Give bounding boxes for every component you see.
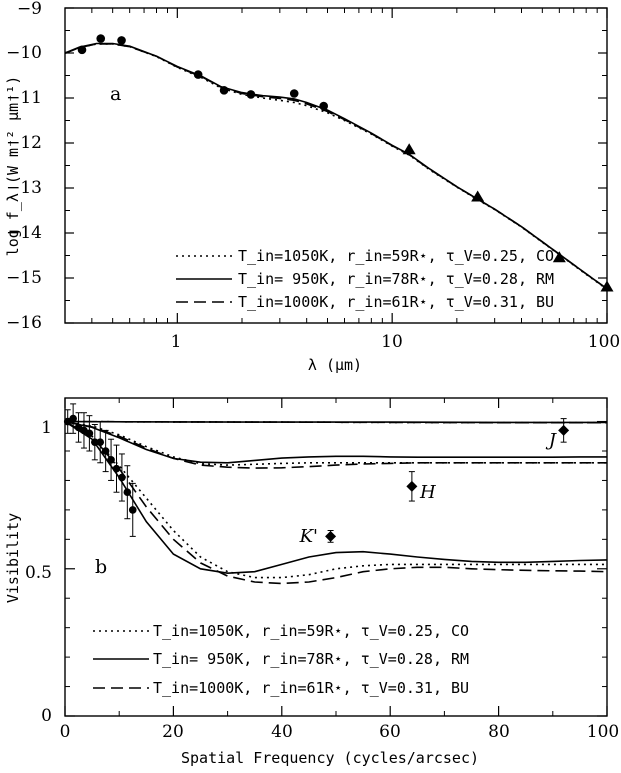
- b-xtick-label: 80: [488, 722, 510, 742]
- panel-a-legend: T_in=1050K, r_in=59R⋆, τ_V=0.25, CO T_in…: [176, 247, 554, 311]
- a-observation-circle: [117, 36, 126, 45]
- b-ytick-label: 0: [41, 706, 52, 726]
- panel-b-frame: [64, 397, 608, 717]
- b-xtick-label: 0: [60, 722, 71, 742]
- b-y-axis-title: Visibility: [4, 513, 22, 603]
- b-observation-diamond: [406, 480, 418, 492]
- panel-b-observations: [63, 403, 570, 543]
- b-series-line-solid-Kp: [64, 420, 608, 575]
- panel-b-letter: b: [95, 556, 107, 578]
- a-observation-triangle: [600, 280, 614, 292]
- b-series-line-dotted-Kp: [64, 420, 607, 579]
- b-series-line-dotted-H: [64, 420, 607, 466]
- b-legend-entry: T_in= 950K, r_in=78R⋆, τ_V=0.28, RM: [153, 650, 469, 668]
- b-legend-entry: T_in=1050K, r_in=59R⋆, τ_V=0.25, CO: [153, 622, 469, 640]
- b-series-line-solid-H: [64, 420, 607, 464]
- b-xtick-label: 20: [162, 722, 184, 742]
- panel-a: −9 −10 −11 −12 −13 −14 −15 −16 1 10 100 …: [4, 0, 620, 374]
- b-observation-circle: [123, 488, 132, 497]
- a-series-line-dashed: [64, 43, 608, 290]
- a-xtick-label: 1: [171, 332, 182, 352]
- a-x-axis-title: λ (μm): [308, 356, 362, 374]
- b-observation-circle: [101, 447, 110, 455]
- b-x-axis-title: Spatial Frequency (cycles/arcsec): [181, 749, 479, 767]
- a-ytick-label: −9: [17, 0, 42, 19]
- panel-b-series: [64, 420, 608, 585]
- a-legend-entry: T_in= 950K, r_in=78R⋆, τ_V=0.28, RM: [238, 270, 554, 288]
- a-observation-circle: [219, 86, 229, 95]
- panel-b: 1 0.5 0 0 20 40 60 80 100 Spatial Freque…: [4, 397, 619, 767]
- a-ytick-label: −10: [6, 43, 42, 63]
- a-ytick-label: −12: [6, 133, 42, 153]
- a-observation-triangle: [471, 190, 485, 202]
- panel-a-letter: a: [110, 83, 121, 105]
- a-observation-circle: [319, 101, 328, 111]
- b-ytick-label: 1: [41, 418, 52, 438]
- a-observation-circle: [246, 90, 256, 99]
- panel-b-legend: T_in=1050K, r_in=59R⋆, τ_V=0.25, CO T_in…: [93, 622, 469, 697]
- panel-a-series: [64, 42, 608, 290]
- panel-a-observations: [77, 34, 614, 292]
- a-ytick-label: −14: [6, 223, 42, 243]
- panel-b-ticks: [64, 398, 608, 717]
- a-ytick-label: −16: [6, 313, 42, 333]
- b-ytick-label: 0.5: [25, 563, 52, 583]
- b-observation-circle: [128, 506, 137, 514]
- b-xtick-label: 100: [587, 722, 619, 742]
- a-legend-entry: T_in=1000K, r_in=61R⋆, τ_V=0.31, BU: [238, 293, 554, 311]
- a-xtick-label: 100: [588, 332, 620, 352]
- diamond-label-k: K': [299, 526, 318, 547]
- a-observation-circle: [289, 89, 299, 98]
- a-y-axis-title: log f_λ (W m⁻² μm⁻¹): [4, 76, 22, 257]
- panel-a-ticks: [64, 7, 608, 324]
- b-observation-diamond: [558, 424, 570, 436]
- a-ytick-label: −13: [6, 178, 42, 198]
- b-observation-diamond: [325, 530, 337, 542]
- a-ytick-label: −11: [6, 88, 42, 108]
- a-observation-triangle: [402, 143, 416, 155]
- a-observation-circle: [77, 45, 87, 55]
- b-xtick-label: 60: [379, 722, 401, 742]
- b-xtick-label: 40: [271, 722, 293, 742]
- diamond-label-j: J: [545, 430, 558, 451]
- b-observation-circle: [69, 414, 77, 423]
- b-series-line-dashed-H: [64, 420, 607, 469]
- b-observation-circle: [91, 438, 99, 446]
- b-observation-circle: [85, 429, 94, 438]
- a-xtick-label: 10: [381, 332, 403, 352]
- a-ytick-label: −15: [6, 268, 42, 288]
- diamond-label-h: H: [419, 482, 436, 503]
- a-observation-circle: [96, 34, 106, 43]
- b-observation-circle: [118, 473, 126, 482]
- b-series-line-dashed-Kp: [64, 420, 608, 585]
- b-legend-entry: T_in=1000K, r_in=61R⋆, τ_V=0.31, BU: [153, 679, 469, 697]
- a-observation-triangle: [552, 251, 566, 263]
- a-observation-circle: [193, 70, 203, 79]
- a-legend-entry: T_in=1050K, r_in=59R⋆, τ_V=0.25, CO: [238, 247, 554, 265]
- b-observation-circle: [112, 464, 121, 473]
- b-observation-circle: [96, 438, 105, 446]
- b-observation-circle: [107, 456, 115, 464]
- b-series-line-dashed-J: [64, 420, 607, 424]
